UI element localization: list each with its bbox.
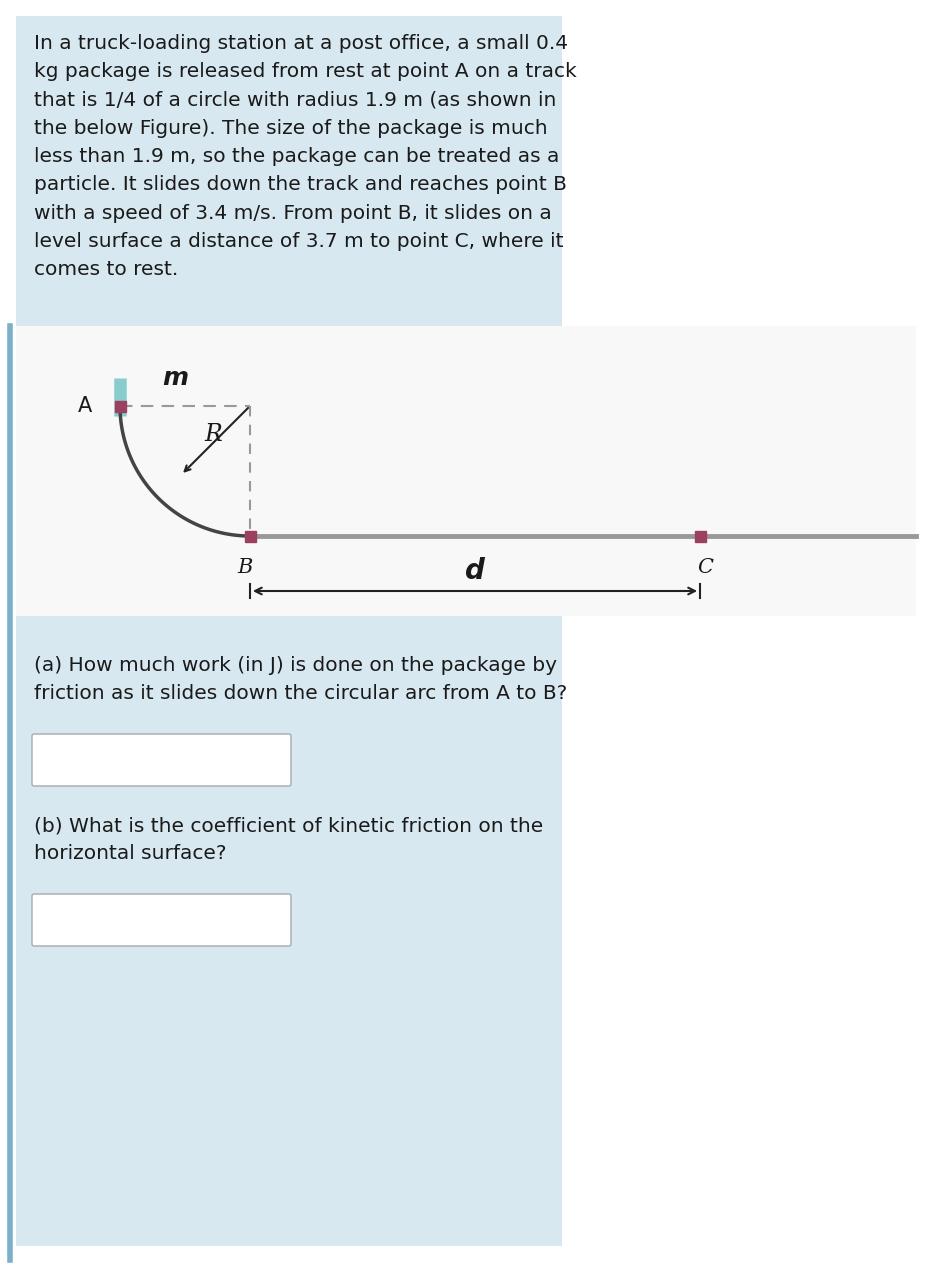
Text: R: R <box>205 424 222 447</box>
Text: In a truck-loading station at a post office, a small 0.4
kg package is released : In a truck-loading station at a post off… <box>34 35 576 279</box>
FancyBboxPatch shape <box>16 616 562 1245</box>
Text: A: A <box>78 396 92 416</box>
Bar <box>245 531 256 541</box>
FancyBboxPatch shape <box>16 15 562 326</box>
Bar <box>115 401 126 412</box>
FancyBboxPatch shape <box>16 326 915 616</box>
FancyBboxPatch shape <box>32 733 291 786</box>
Text: C: C <box>696 558 712 577</box>
Text: (a) How much work (in J) is done on the package by
friction as it slides down th: (a) How much work (in J) is done on the … <box>34 655 566 703</box>
Bar <box>694 531 705 541</box>
Text: B: B <box>237 558 252 577</box>
Text: m: m <box>162 366 188 390</box>
Text: d: d <box>464 557 485 585</box>
FancyBboxPatch shape <box>32 893 291 946</box>
Text: (b) What is the coefficient of kinetic friction on the
horizontal surface?: (b) What is the coefficient of kinetic f… <box>34 817 542 863</box>
